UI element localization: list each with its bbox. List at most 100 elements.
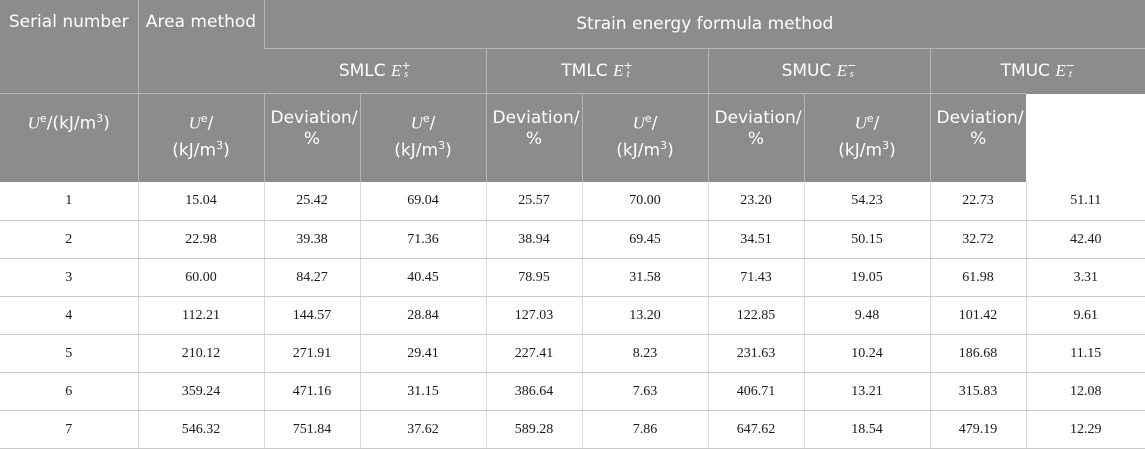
value-cell: 37.62 bbox=[359, 410, 486, 449]
value-cell: 19.05 bbox=[803, 258, 930, 297]
value-cell: 186.68 bbox=[929, 334, 1026, 373]
header-ue-unit: Ue/ (kJ/m3) bbox=[803, 93, 930, 182]
group-superscript: − bbox=[847, 59, 857, 72]
value-cell: 69.04 bbox=[359, 182, 486, 221]
group-header-smlc: SMLC E + s bbox=[264, 48, 486, 94]
unit-close: ) bbox=[667, 140, 674, 161]
value-cell: 13.21 bbox=[803, 372, 930, 411]
value-cell: 12.29 bbox=[1025, 410, 1145, 449]
serial-cell: 3 bbox=[0, 258, 138, 297]
value-cell: 751.84 bbox=[263, 410, 360, 449]
group-symbol: E bbox=[836, 61, 848, 80]
unit-text: (kJ/m bbox=[616, 140, 661, 161]
deviation-line2: % bbox=[970, 129, 987, 149]
value-cell: 471.16 bbox=[263, 372, 360, 411]
group-scripts: + t bbox=[623, 59, 633, 80]
unit-symbol: U bbox=[410, 113, 423, 133]
unit-slash: / bbox=[651, 113, 658, 134]
group-name: TMUC bbox=[1000, 61, 1056, 81]
unit-symbol: U bbox=[188, 113, 201, 133]
group-header-tmuc: TMUC E − t bbox=[929, 48, 1145, 94]
serial-cell: 7 bbox=[0, 410, 138, 449]
group-subscript: t bbox=[626, 68, 630, 80]
header-strain-energy: Strain energy formula method bbox=[263, 0, 1145, 49]
header-deviation: Deviation/% bbox=[263, 93, 360, 182]
value-cell: 479.19 bbox=[929, 410, 1026, 449]
value-cell: 210.12 bbox=[137, 334, 264, 373]
value-cell: 11.15 bbox=[1025, 334, 1145, 373]
value-cell: 69.45 bbox=[581, 220, 708, 259]
header-area-unit: Ue/(kJ/m3) bbox=[0, 93, 138, 182]
group-superscript: − bbox=[1065, 59, 1075, 72]
unit-text: (kJ/m bbox=[172, 140, 217, 161]
unit-superscript: e bbox=[200, 112, 208, 125]
header-ue-unit: Ue/ (kJ/m3) bbox=[359, 93, 486, 182]
group-scripts: + s bbox=[401, 60, 410, 80]
value-cell: 8.23 bbox=[581, 334, 708, 373]
value-cell: 15.04 bbox=[137, 182, 264, 221]
value-cell: 112.21 bbox=[137, 296, 264, 335]
unit-symbol: U bbox=[854, 113, 867, 133]
value-cell: 647.62 bbox=[707, 410, 804, 449]
value-cell: 32.72 bbox=[929, 220, 1026, 259]
value-cell: 144.57 bbox=[263, 296, 360, 335]
unit-cube: 3 bbox=[660, 138, 668, 152]
value-cell: 7.63 bbox=[581, 372, 708, 411]
serial-cell: 4 bbox=[0, 296, 138, 335]
group-superscript: + bbox=[623, 59, 633, 72]
unit-text: /(kJ/m bbox=[46, 113, 97, 134]
header-deviation: Deviation/% bbox=[485, 93, 582, 182]
group-symbol: E bbox=[391, 61, 402, 80]
serial-cell: 5 bbox=[0, 334, 138, 373]
value-cell: 51.11 bbox=[1025, 182, 1145, 221]
table-row: 3 60.00 84.27 40.45 78.95 31.58 71.43 19.05 61.9… bbox=[0, 258, 1145, 297]
value-cell: 9.61 bbox=[1025, 296, 1145, 335]
table-header: Serial number Area method Strain energy … bbox=[0, 0, 1145, 182]
unit-text: (kJ/m bbox=[394, 140, 439, 161]
unit-symbol: U bbox=[27, 113, 40, 133]
group-name: SMUC bbox=[781, 61, 837, 81]
unit-close: ) bbox=[889, 140, 896, 161]
value-cell: 18.54 bbox=[803, 410, 930, 449]
value-cell: 31.15 bbox=[359, 372, 486, 411]
value-cell: 231.63 bbox=[707, 334, 804, 373]
value-cell: 127.03 bbox=[485, 296, 582, 335]
unit-symbol: U bbox=[632, 113, 645, 133]
unit-slash: / bbox=[207, 113, 214, 134]
table-row: 1 15.04 25.42 69.04 25.57 70.00 23.20 54.23 22.7… bbox=[0, 182, 1145, 221]
group-symbol: E bbox=[1055, 61, 1066, 80]
serial-cell: 6 bbox=[0, 372, 138, 411]
header-ue-unit: Ue/ (kJ/m3) bbox=[581, 93, 708, 182]
unit-close: ) bbox=[445, 140, 452, 161]
deviation-line1: Deviation/ bbox=[270, 108, 358, 128]
table-row: 5 210.12 271.91 29.41 227.41 8.23 231.63 10.24 1… bbox=[0, 334, 1145, 373]
value-cell: 78.95 bbox=[485, 258, 582, 297]
unit-superscript: e bbox=[39, 112, 47, 125]
deviation-line1: Deviation/ bbox=[714, 108, 802, 128]
value-cell: 39.38 bbox=[263, 220, 360, 259]
value-cell: 84.27 bbox=[263, 258, 360, 297]
header-deviation: Deviation/% bbox=[707, 93, 804, 182]
header-deviation: Deviation/% bbox=[929, 93, 1026, 182]
table-body: 1 15.04 25.42 69.04 25.57 70.00 23.20 54.23 22.7… bbox=[0, 182, 1145, 449]
value-cell: 60.00 bbox=[137, 258, 264, 297]
value-cell: 61.98 bbox=[929, 258, 1026, 297]
value-cell: 386.64 bbox=[485, 372, 582, 411]
group-scripts: − t bbox=[1065, 59, 1075, 80]
group-subscript: t bbox=[1068, 68, 1072, 80]
value-cell: 315.83 bbox=[929, 372, 1026, 411]
serial-cell: 1 bbox=[0, 182, 138, 221]
value-cell: 70.00 bbox=[581, 182, 708, 221]
value-cell: 25.42 bbox=[263, 182, 360, 221]
unit-slash: / bbox=[873, 113, 880, 134]
value-cell: 589.28 bbox=[485, 410, 582, 449]
unit-superscript: e bbox=[644, 112, 652, 125]
deviation-line2: % bbox=[747, 129, 765, 149]
value-cell: 31.58 bbox=[581, 258, 708, 297]
header-ue-unit: Ue/ (kJ/m3) bbox=[137, 93, 264, 182]
group-scripts: − s bbox=[847, 59, 857, 80]
value-cell: 7.86 bbox=[581, 410, 708, 449]
unit-superscript: e bbox=[422, 112, 430, 125]
value-cell: 71.43 bbox=[707, 258, 804, 297]
value-cell: 122.85 bbox=[707, 296, 804, 335]
